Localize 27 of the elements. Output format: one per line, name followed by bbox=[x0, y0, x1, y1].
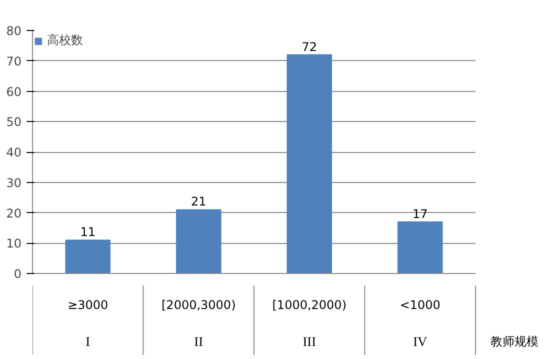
x-tick-label: ≥3000 bbox=[68, 298, 108, 312]
y-tick-label: 30 bbox=[6, 176, 22, 190]
data-label: 17 bbox=[412, 206, 428, 221]
data-label: 21 bbox=[190, 194, 206, 209]
y-tick-label: 40 bbox=[6, 146, 22, 160]
bar bbox=[65, 240, 111, 274]
data-label: 11 bbox=[80, 225, 96, 240]
x-tick-label: [2000,3000) bbox=[161, 298, 236, 312]
x-tick-label: [1000,2000) bbox=[272, 298, 347, 312]
y-tick-label: 80 bbox=[6, 24, 22, 38]
bar bbox=[286, 54, 332, 274]
y-tick-label: 50 bbox=[6, 115, 22, 130]
y-tick-label: 70 bbox=[6, 54, 22, 68]
y-tick-label: 60 bbox=[6, 84, 22, 99]
text: IV bbox=[413, 334, 428, 349]
text: I bbox=[86, 334, 90, 349]
bar bbox=[176, 209, 222, 274]
bar bbox=[397, 221, 443, 274]
text: III bbox=[302, 334, 316, 349]
text: II bbox=[194, 334, 204, 349]
x-axis-title: 教师规模 bbox=[490, 334, 538, 348]
y-tick-label: 10 bbox=[6, 236, 22, 251]
y-tick-label: 0 bbox=[14, 267, 22, 281]
legend-label: 高校数 bbox=[47, 32, 83, 49]
data-label: 72 bbox=[302, 40, 318, 54]
x-tick-label: <1000 bbox=[400, 298, 440, 312]
y-tick-label: 20 bbox=[6, 206, 22, 220]
